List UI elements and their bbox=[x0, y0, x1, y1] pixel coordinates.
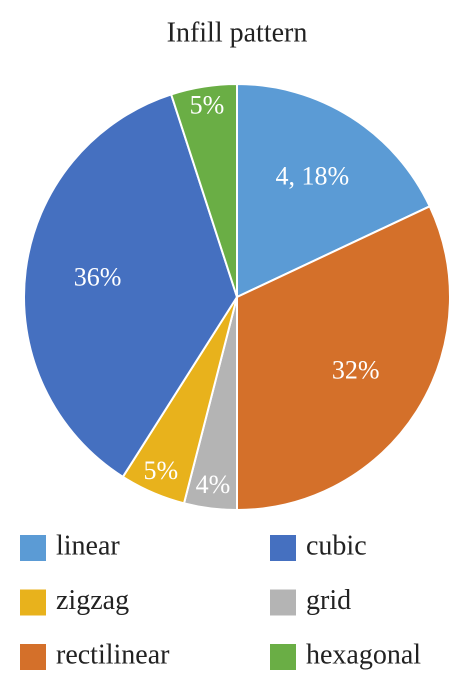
data-label: 4, 18% bbox=[275, 161, 349, 190]
legend-label: cubic bbox=[306, 530, 367, 561]
data-label: 4% bbox=[196, 470, 231, 499]
legend-label: zigzag bbox=[56, 585, 129, 616]
legend-label: linear bbox=[56, 530, 120, 561]
pie-slice bbox=[169, 82, 238, 298]
data-label: 32% bbox=[332, 355, 380, 384]
pie-slice bbox=[23, 93, 239, 479]
legend-swatch bbox=[270, 535, 296, 561]
legend-label: hexagonal bbox=[306, 639, 421, 670]
legend-swatch bbox=[20, 644, 46, 670]
pie-slice bbox=[236, 204, 451, 512]
data-label: 36% bbox=[74, 262, 122, 291]
legend-swatch bbox=[270, 589, 296, 616]
pie-slice bbox=[236, 82, 432, 299]
chart-title: Infill pattern bbox=[167, 17, 308, 48]
legend-swatch bbox=[20, 589, 46, 616]
legend-label: rectilinear bbox=[56, 639, 170, 670]
data-label: 5% bbox=[144, 456, 179, 485]
data-label: 5% bbox=[190, 91, 225, 120]
legend-swatch bbox=[20, 535, 46, 561]
legend-swatch bbox=[270, 644, 296, 670]
legend-label: grid bbox=[306, 585, 351, 616]
